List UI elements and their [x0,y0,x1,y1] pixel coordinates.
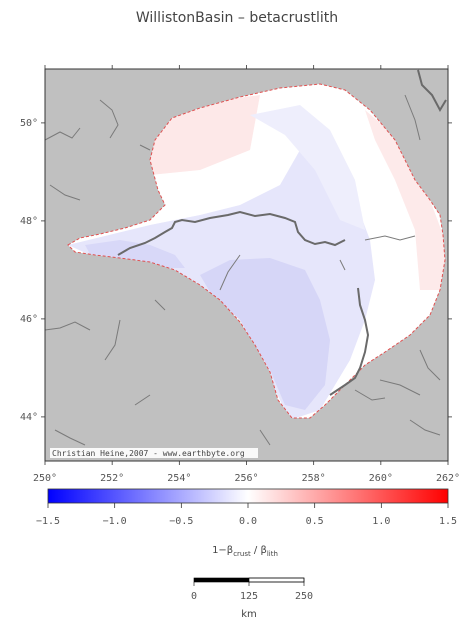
lon-ticks: 250° 252° 254° 256° 258° 260° 262° [33,65,460,484]
map-title: WillistonBasin – betacrustlith [135,10,339,26]
credit-background [50,448,258,458]
scalebar-tick-0: 0 [191,591,197,602]
colorbar: −1.5 −1.0 −0.5 0.0 0.5 1.0 1.5 1−βcrust / βlit… [36,488,457,558]
colorbar-tick-label: 0.0 [239,516,257,527]
lat-ticks: 50° 48° 46° 44° [20,118,452,423]
lat-tick-label: 44° [20,412,38,423]
scalebar-tick-2: 250 [295,591,313,602]
lon-tick-label: 254° [167,473,191,484]
colorbar-tick-label: 0.5 [306,516,324,527]
colorbar-tick-label: −1.5 [36,516,60,527]
major-rivers [117,69,447,396]
colorbar-gradient [47,488,449,504]
credit-text: Christian Heine,2007 - www.earthbyte.org [52,449,245,458]
scalebar: 0 125 250 km [191,577,313,620]
lon-tick-label: 252° [100,473,124,484]
colorbar-tick-label: −0.5 [169,516,193,527]
colorbar-label: 1−βcrust / βlith [212,545,278,558]
scalebar-white [248,577,305,583]
rivers [44,94,441,446]
lat-tick-label: 50° [20,118,38,129]
lon-tick-label: 260° [369,473,393,484]
colorbar-tick-label: 1.0 [372,516,390,527]
lon-tick-label: 250° [33,473,57,484]
basin-outline [67,83,446,419]
scalebar-unit: km [241,609,257,620]
lon-tick-label: 258° [302,473,326,484]
colorbar-tick-label: −1.0 [103,516,127,527]
scalebar-tick-1: 125 [240,591,258,602]
colorbar-ticks: −1.5 −1.0 −0.5 0.0 0.5 1.0 1.5 [36,503,457,527]
lat-tick-label: 46° [20,314,38,325]
map-panel [44,68,449,462]
colorbar-tick-label: 1.5 [439,516,457,527]
scalebar-black-1 [194,578,249,582]
lon-tick-label: 256° [234,473,258,484]
lon-tick-label: 262° [436,473,460,484]
lat-tick-label: 48° [20,216,38,227]
